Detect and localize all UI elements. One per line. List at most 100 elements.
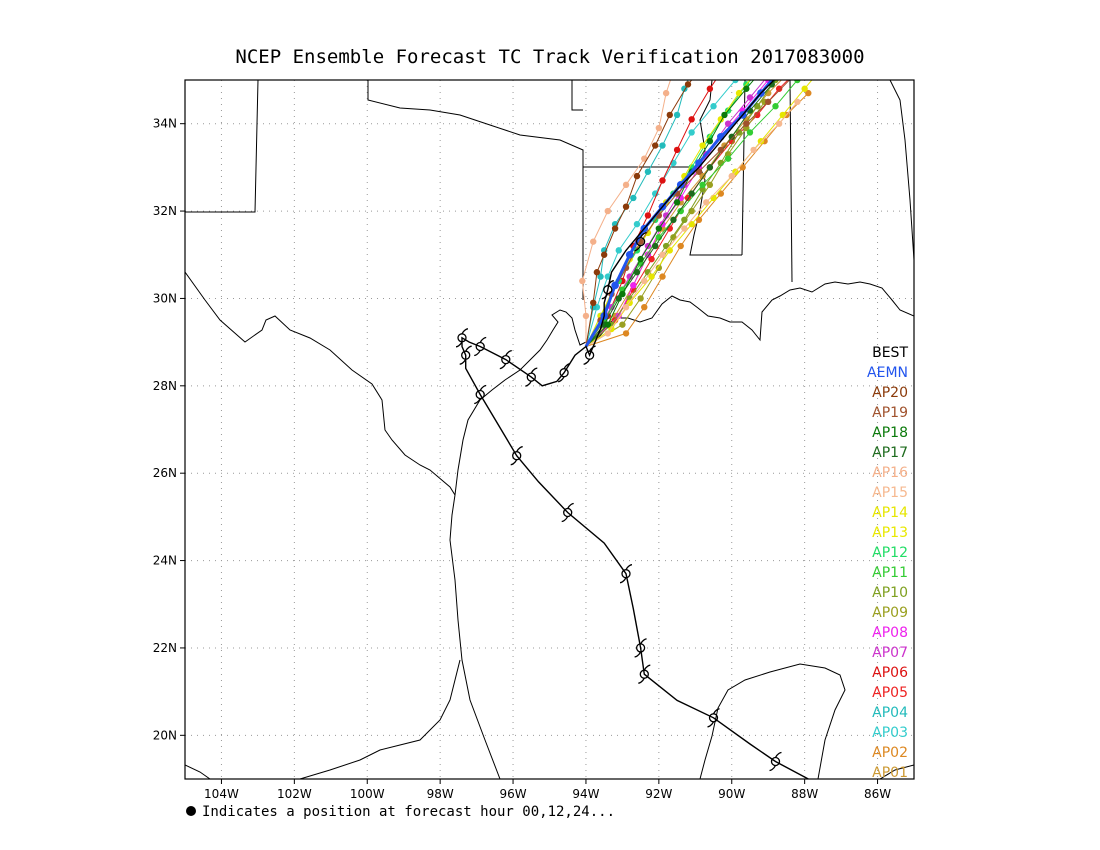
ensemble-position-ap04 [659, 142, 666, 149]
y-tick-label: 26N [153, 466, 177, 480]
best-track-hurricane-symbols [455, 231, 782, 772]
hurricane-symbol-icon [455, 328, 469, 348]
ensemble-position-ap04 [644, 168, 652, 175]
legend-entry-ap09: AP09 [872, 605, 908, 621]
ensemble-position-ap09 [619, 321, 626, 328]
ensemble-position-ap17 [670, 216, 677, 223]
ensemble-position-ap01 [699, 172, 706, 180]
ensemble-position-ap05 [775, 85, 783, 92]
y-tick-label: 22N [153, 641, 177, 655]
ensemble-position-ap15 [681, 225, 688, 232]
ensemble-position-ap08 [615, 312, 622, 320]
hurricane-symbol-icon [769, 751, 782, 772]
hurricane-symbol-icon [558, 363, 571, 383]
ensemble-position-ap19 [791, 72, 797, 78]
x-tick-label: 90W [718, 787, 745, 801]
longitude-tick-labels: 104W 102W 100W 98W 96W 94W 92W 90W 88W 86W [204, 779, 891, 801]
coastlines-and-borders [185, 80, 914, 779]
legend-entry-ap16: AP16 [872, 465, 908, 481]
ensemble-position-ap03 [688, 129, 695, 136]
ensemble-position-ap14 [666, 247, 673, 254]
ensemble-position-ap15 [703, 199, 710, 206]
y-tick-label: 28N [153, 379, 177, 393]
ensemble-position-ap09 [706, 181, 714, 189]
hurricane-symbol-icon [583, 345, 596, 365]
ensemble-position-ap20 [666, 111, 673, 119]
ensemble-position-ap09 [670, 234, 677, 241]
best-track-line [461, 80, 809, 779]
ensemble-position-ap03 [710, 103, 717, 110]
ensemble-position-ap20 [652, 142, 659, 149]
ensemble-position-ap15 [750, 146, 757, 154]
ensemble-position-ap18 [655, 225, 663, 232]
ensemble-position-ap01 [787, 68, 793, 74]
ensemble-position-ap18 [637, 255, 644, 263]
legend-entry-ap18: AP18 [872, 425, 908, 441]
x-tick-label: 102W [277, 787, 312, 801]
hurricane-symbol-icon [499, 349, 512, 370]
legend-entry-ap12: AP12 [872, 545, 908, 561]
ensemble-position-ap18 [743, 85, 750, 92]
ensemble-position-ap09 [637, 295, 644, 302]
hurricane-symbol-icon [525, 367, 538, 387]
ensemble-position-ap11 [772, 103, 779, 110]
ensemble-position-ap03 [633, 220, 641, 228]
ensemble-position-ap04 [597, 273, 604, 280]
footnote: Indicates a position at forecast hour 00… [202, 804, 615, 820]
ensemble-track-ap03 [585, 80, 737, 347]
ensemble-position-ap18 [706, 137, 714, 145]
ensemble-position-ap14 [801, 85, 808, 92]
ensemble-position-aemn [717, 132, 725, 141]
ensemble-track-ap09 [585, 101, 766, 347]
ensemble-position-ap20 [684, 81, 692, 88]
ensemble-position-ap15 [622, 303, 630, 311]
ensemble-position-ap16 [582, 312, 590, 320]
legend-entry-ap17: AP17 [872, 445, 908, 461]
legend-entry-ap07: AP07 [872, 645, 908, 661]
ensemble-position-ap02 [677, 242, 684, 250]
hurricane-symbol-icon [707, 708, 720, 728]
ensemble-position-ap07 [769, 68, 775, 74]
ensemble-position-ap13 [699, 142, 706, 149]
legend-entry-best: BEST [872, 345, 908, 361]
legend-entry-ap14: AP14 [872, 505, 908, 521]
ensemble-track-ap16 [581, 80, 672, 347]
ensemble-position-ap16 [670, 68, 676, 74]
ensemble-position-ap04 [630, 194, 637, 202]
ensemble-position-ap13 [735, 89, 743, 97]
ensemble-position-ap16 [604, 207, 612, 215]
y-tick-label: 32N [153, 204, 177, 218]
ensemble-position-ap14 [710, 194, 717, 202]
ensemble-position-ap14 [648, 273, 655, 280]
ensemble-position-ap16 [655, 124, 663, 132]
legend-entry-ap08: AP08 [872, 625, 908, 641]
legend-entry-ap10: AP10 [872, 585, 908, 601]
ensemble-position-ap02 [641, 303, 648, 311]
ensemble-track-ap17 [585, 80, 777, 347]
legend-entry-aemn: AEMN [867, 365, 908, 381]
x-tick-label: 96W [499, 787, 526, 801]
ensemble-position-ap10 [681, 216, 688, 223]
ensemble-position-ap20 [622, 203, 630, 210]
ensemble-position-ap05 [754, 111, 761, 119]
x-tick-label: 88W [791, 787, 818, 801]
ensemble-position-aemn [611, 281, 619, 290]
hurricane-symbol-icon [474, 384, 487, 405]
legend-entry-ap05: AP05 [872, 685, 908, 701]
ensemble-position-ap13 [754, 68, 760, 74]
legend: BEST AEMN AP20 AP19 AP18 AP17 AP16 AP15 AP14 AP13… [867, 345, 908, 781]
legend-entry-ap06: AP06 [872, 665, 908, 681]
ensemble-position-ap16 [579, 277, 586, 285]
ensemble-track-ap06 [585, 80, 717, 347]
hurricane-symbol-icon [459, 345, 472, 365]
hurricane-symbol-icon [510, 446, 523, 466]
graticule [185, 80, 914, 779]
ensemble-position-ap14 [779, 111, 786, 119]
ensemble-position-ap04 [688, 68, 694, 74]
ensemble-position-ap15 [794, 98, 801, 106]
ensemble-position-ap17 [706, 164, 714, 171]
ensemble-position-ap07 [626, 273, 633, 280]
ensemble-position-ap02 [717, 190, 725, 197]
x-tick-label: 86W [864, 787, 891, 801]
ensemble-position-ap17 [688, 190, 695, 197]
